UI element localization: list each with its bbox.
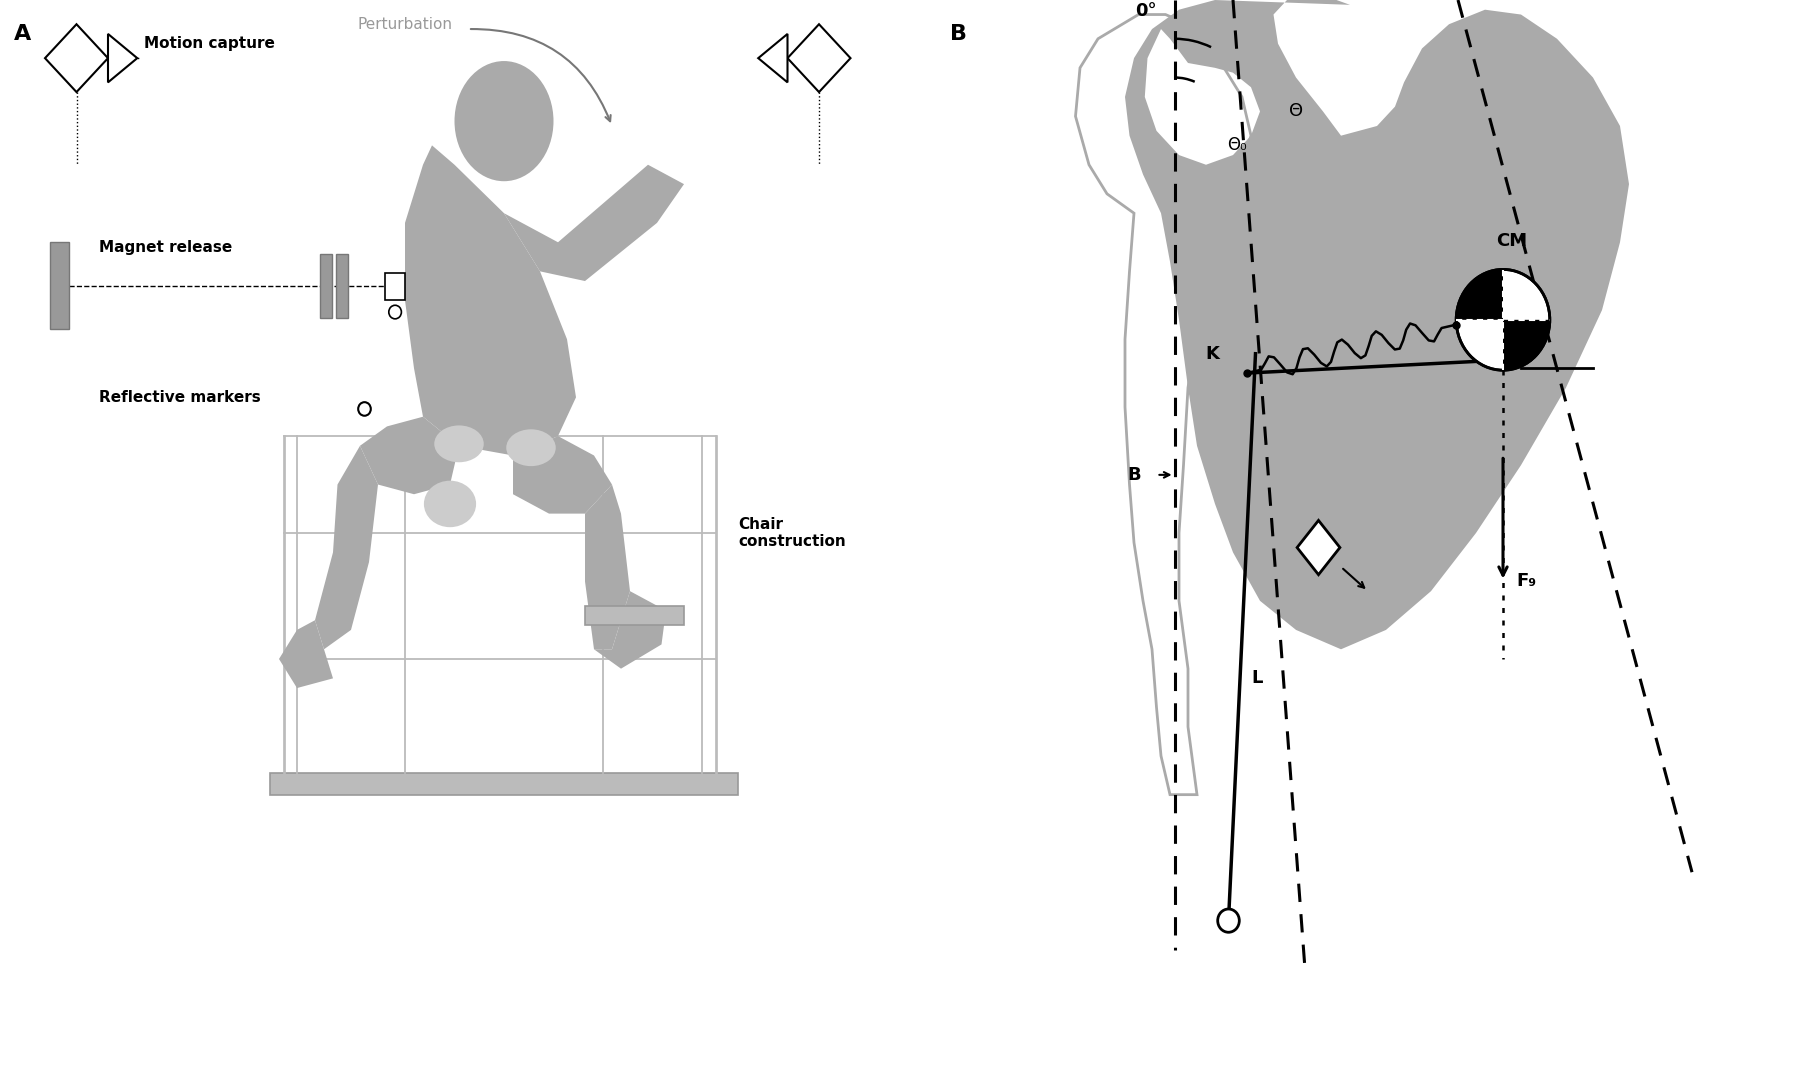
- Text: B: B: [1127, 466, 1141, 484]
- Polygon shape: [279, 620, 333, 688]
- Text: Motion capture: Motion capture: [144, 36, 275, 51]
- Polygon shape: [108, 34, 137, 82]
- Ellipse shape: [454, 61, 554, 181]
- Text: A: A: [14, 25, 31, 44]
- Polygon shape: [405, 145, 576, 455]
- Ellipse shape: [506, 430, 556, 466]
- Polygon shape: [1125, 0, 1629, 649]
- Polygon shape: [1503, 320, 1550, 370]
- Bar: [270, 773, 738, 794]
- Text: B: B: [950, 25, 967, 44]
- Polygon shape: [1298, 520, 1339, 575]
- Circle shape: [358, 402, 371, 416]
- Text: Reflective markers: Reflective markers: [99, 390, 261, 405]
- Polygon shape: [788, 25, 850, 92]
- Polygon shape: [1456, 270, 1503, 320]
- Text: K: K: [1206, 344, 1220, 362]
- Polygon shape: [594, 592, 666, 668]
- Polygon shape: [513, 436, 612, 514]
- Text: Θ₀: Θ₀: [1228, 136, 1247, 155]
- Bar: [385, 273, 405, 301]
- Polygon shape: [1145, 29, 1260, 165]
- Text: Magnet release: Magnet release: [99, 240, 232, 255]
- Bar: [320, 254, 333, 318]
- Polygon shape: [758, 34, 788, 82]
- Circle shape: [389, 305, 401, 319]
- Bar: [585, 605, 684, 625]
- Polygon shape: [315, 446, 378, 649]
- Polygon shape: [360, 417, 459, 495]
- Text: Chair
construction: Chair construction: [738, 517, 846, 549]
- Ellipse shape: [425, 481, 475, 528]
- Polygon shape: [504, 165, 684, 281]
- Text: L: L: [1251, 669, 1262, 688]
- Circle shape: [1217, 909, 1238, 933]
- Text: Perturbation: Perturbation: [358, 17, 452, 32]
- Text: CM: CM: [1496, 232, 1528, 251]
- Ellipse shape: [434, 425, 484, 463]
- Polygon shape: [585, 485, 630, 649]
- Text: Θ: Θ: [1289, 102, 1303, 120]
- Text: F₉: F₉: [1516, 572, 1537, 591]
- Bar: [50, 242, 70, 329]
- Circle shape: [1456, 270, 1550, 370]
- Text: 0°: 0°: [1134, 2, 1156, 20]
- Polygon shape: [45, 25, 108, 92]
- Bar: [335, 254, 349, 318]
